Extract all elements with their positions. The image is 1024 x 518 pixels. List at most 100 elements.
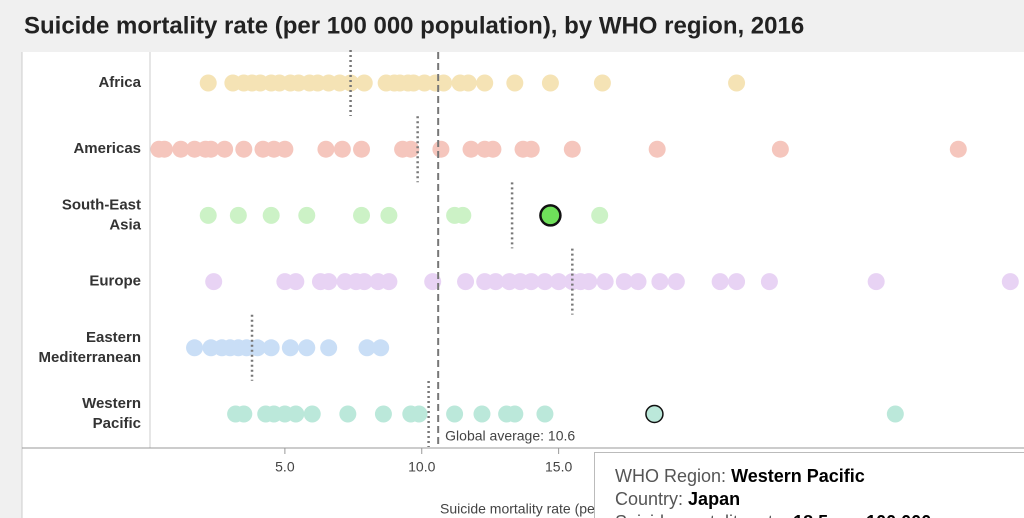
category-label: South-East Asia — [62, 196, 142, 233]
data-point — [380, 273, 398, 291]
data-point — [536, 273, 554, 291]
data-point — [457, 273, 475, 291]
x-tick-label: 15.0 — [545, 459, 572, 475]
x-tick-label: 10.0 — [408, 459, 435, 475]
data-point — [760, 273, 778, 291]
data-point — [303, 405, 321, 423]
data-point — [355, 273, 373, 291]
data-point — [235, 140, 253, 158]
data-point — [580, 273, 598, 291]
tooltip-value: Japan — [688, 489, 741, 509]
data-point — [287, 405, 305, 423]
global-average-label: Global average: 10.6 — [445, 428, 575, 444]
data-point — [353, 140, 371, 158]
data-point — [462, 140, 480, 158]
data-point — [374, 405, 392, 423]
chart-title: Suicide mortality rate (per 100 000 popu… — [24, 12, 804, 39]
data-point — [473, 405, 491, 423]
data-point — [446, 405, 464, 423]
data-point — [629, 273, 647, 291]
data-point — [205, 273, 223, 291]
data-point — [287, 273, 305, 291]
data-point — [435, 74, 453, 92]
data-point — [380, 206, 398, 224]
data-point — [199, 206, 217, 224]
data-point — [591, 206, 609, 224]
data-point — [1001, 273, 1019, 291]
data-point — [216, 140, 234, 158]
data-point — [358, 339, 376, 357]
title-bar — [0, 0, 1024, 52]
data-point — [281, 339, 299, 357]
data-point — [342, 74, 360, 92]
data-point — [454, 206, 472, 224]
data-point — [320, 339, 338, 357]
data-point — [186, 339, 204, 357]
tooltip-row: Country: Japan — [615, 488, 1024, 511]
data-point — [651, 273, 669, 291]
data-point — [172, 140, 190, 158]
data-point — [645, 404, 664, 424]
data-point — [487, 273, 505, 291]
data-point — [276, 140, 294, 158]
tooltip-label: WHO Region: — [615, 466, 727, 486]
data-point — [728, 74, 746, 92]
data-point — [372, 339, 390, 357]
data-point — [596, 273, 614, 291]
data-point — [667, 273, 685, 291]
category-label: Western Pacific — [82, 395, 141, 432]
data-point — [298, 339, 316, 357]
data-point — [536, 405, 554, 423]
data-point — [424, 273, 442, 291]
tooltip: WHO Region: Western Pacific Country: Japa… — [594, 452, 1024, 518]
data-point — [949, 140, 967, 158]
data-point — [202, 140, 220, 158]
data-point — [867, 273, 885, 291]
data-point — [593, 74, 611, 92]
category-label: Africa — [98, 74, 141, 91]
category-label: Eastern Mediterranean — [38, 329, 141, 366]
data-point — [155, 140, 173, 158]
data-point — [886, 405, 904, 423]
data-point — [506, 405, 524, 423]
data-point — [262, 339, 280, 357]
data-point — [648, 140, 666, 158]
left-margin — [0, 52, 22, 518]
data-point — [459, 74, 477, 92]
data-point — [229, 206, 247, 224]
data-point — [563, 140, 581, 158]
data-point — [410, 405, 428, 423]
category-label: Americas — [73, 140, 141, 157]
data-point — [355, 74, 373, 92]
data-point — [339, 405, 357, 423]
category-label: Europe — [89, 273, 141, 290]
data-point — [298, 206, 316, 224]
tooltip-label: Country: — [615, 489, 684, 509]
data-point — [353, 206, 371, 224]
data-point — [320, 273, 338, 291]
data-point — [432, 140, 450, 158]
data-point — [506, 74, 524, 92]
data-point — [522, 273, 540, 291]
data-point — [539, 204, 562, 227]
tooltip-value: Western Pacific — [731, 466, 865, 486]
data-point — [771, 140, 789, 158]
data-point — [402, 140, 420, 158]
data-point — [541, 74, 559, 92]
data-point — [476, 74, 494, 92]
data-point — [262, 206, 280, 224]
data-point — [615, 273, 633, 291]
data-point — [550, 273, 568, 291]
data-point — [333, 140, 351, 158]
data-point — [317, 140, 335, 158]
data-point — [522, 140, 540, 158]
data-point — [199, 74, 217, 92]
tooltip-value: 18.5 per 100 000 — [793, 512, 931, 518]
tooltip-label: Suicide mortality rate: — [615, 512, 788, 518]
data-point — [711, 273, 729, 291]
data-point — [235, 405, 253, 423]
data-point — [484, 140, 502, 158]
x-tick-label: 5.0 — [275, 459, 295, 475]
data-point — [728, 273, 746, 291]
